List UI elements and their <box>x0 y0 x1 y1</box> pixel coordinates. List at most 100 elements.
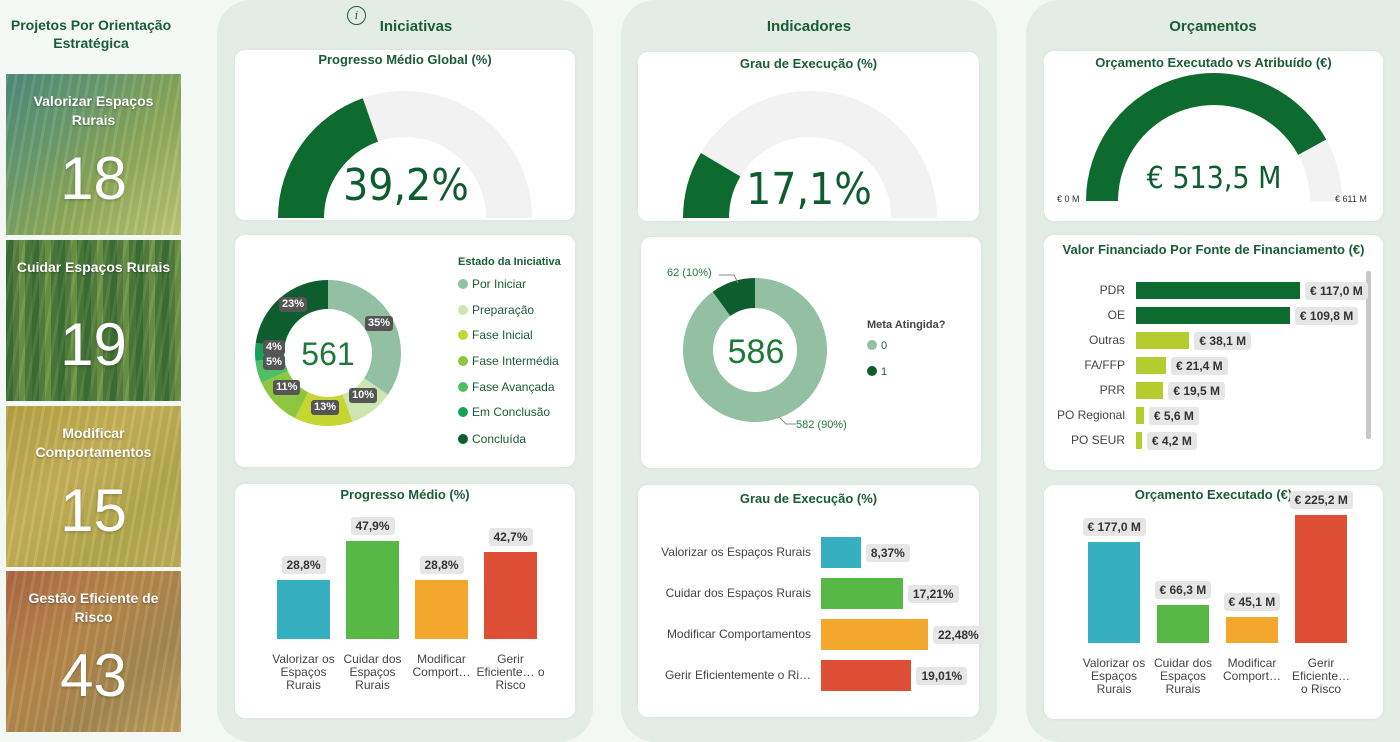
bar-category-label: PRR <box>1099 382 1125 397</box>
tile-name: Gestão Eficiente de Risco <box>28 590 159 625</box>
bar-category-label: Outras <box>1088 332 1125 347</box>
donut-segment[interactable] <box>712 278 755 317</box>
legend-item[interactable]: Preparação <box>458 303 534 317</box>
legend-title: Meta Atingida? <box>867 319 946 331</box>
panel-iniciativas: i Iniciativas Progresso Médio Global (%)… <box>217 0 593 742</box>
tile-valorizar[interactable]: Valorizar Espaços Rurais 18 <box>6 74 181 235</box>
card-title: Progresso Médio Global (%) <box>318 52 492 67</box>
legend-item[interactable]: Fase Avançada <box>458 380 555 394</box>
panel-title: Iniciativas <box>379 18 453 35</box>
donut-label: 62 (10%) <box>667 267 712 279</box>
card-title: Valor Financiado Por Fonte de Financiame… <box>1062 242 1365 257</box>
card-progresso-global: Progresso Médio Global (%) 39,2% <box>235 50 575 220</box>
card-estado-iniciativa: 561 35% 10% 13% 11% 5% 4% 23% Estado da … <box>235 235 575 467</box>
gauge-orcamento <box>1086 73 1342 202</box>
bar[interactable] <box>1136 357 1166 374</box>
bar[interactable] <box>821 578 903 609</box>
bar[interactable] <box>346 541 399 639</box>
legend-label: Fase Inicial <box>472 328 533 342</box>
bar[interactable] <box>1136 382 1164 399</box>
panel-title: Indicadores <box>766 18 852 35</box>
tile-name: Cuidar Espaços Rurais <box>16 259 171 275</box>
card-title: Grau de Execução (%) <box>739 491 878 506</box>
tile-modificar[interactable]: Modificar Comportamentos 15 <box>6 406 181 567</box>
bar-value-label: € 5,6 M <box>1148 406 1199 425</box>
bar[interactable] <box>1136 407 1144 424</box>
legend-item[interactable]: Concluída <box>458 432 526 446</box>
legend-item[interactable]: 0 <box>867 340 887 352</box>
bar[interactable] <box>1136 307 1290 324</box>
bar-value-label: € 117,0 M <box>1305 281 1368 300</box>
tile-name: Modificar Comportamentos <box>35 425 152 460</box>
legend-dot-icon <box>458 434 468 444</box>
bar-value-label: 47,9% <box>350 517 395 535</box>
legend-item[interactable]: 1 <box>867 366 887 378</box>
legend-item[interactable]: Fase Inicial <box>458 328 533 342</box>
card-grau-execucao-bars: Grau de Execução (%) Valorizar os Espaço… <box>638 485 984 717</box>
card-meta-atingida: 586 62 (10%) 582 (90%) Meta Atingida? 0 … <box>641 237 981 468</box>
panel-indicadores: Indicadores Grau de Execução (%) 17,1% 5… <box>621 0 997 742</box>
donut-pct-label: 5% <box>263 355 285 370</box>
donut-segment[interactable] <box>328 280 401 395</box>
gauge-fill <box>683 153 741 219</box>
bar[interactable] <box>484 551 537 639</box>
bar[interactable] <box>1136 282 1300 299</box>
bar-category-label: Gerir Eficiente… o Risco <box>476 652 545 692</box>
gauge-fill <box>278 98 379 219</box>
bar-value-label: 42,7% <box>488 527 533 546</box>
bar-value-label: 8,37% <box>865 543 910 562</box>
bar-category-label: Valorizar os Espaços Rurais <box>661 544 811 559</box>
bar[interactable] <box>1295 515 1347 643</box>
bar-value-label: € 45,1 M <box>1223 593 1281 612</box>
panel-orcamentos: Orçamentos Orçamento Executado vs Atribu… <box>1026 0 1400 742</box>
card-funding: Valor Financiado Por Fonte de Financiame… <box>1044 235 1383 470</box>
gauge-value: € 513,5 M <box>1146 161 1282 196</box>
bar-value-label: € 4,2 M <box>1146 431 1197 450</box>
card-title: Orçamento Executado (€) <box>1134 487 1293 502</box>
legend-item[interactable]: Fase Intermédia <box>458 354 559 368</box>
legend-label: Fase Avançada <box>472 380 555 394</box>
bar-category-label: Valorizar os Espaços Rurais <box>1082 656 1146 696</box>
legend-item[interactable]: Em Conclusão <box>458 405 550 419</box>
tile-cuidar[interactable]: Cuidar Espaços Rurais 19 <box>6 240 181 401</box>
bar-value-label: 28,8% <box>281 556 326 575</box>
info-icon[interactable]: i <box>347 6 366 25</box>
bar-value-label: € 109,8 M <box>1294 306 1359 325</box>
card-orcamento-executado: Orçamento Executado (€) € 177,0 M Valoriz… <box>1044 485 1383 719</box>
bar-category-label: Gerir Eficientemente o Ri… <box>664 667 811 682</box>
legend-label: Fase Intermédia <box>472 354 559 368</box>
scrollbar[interactable] <box>1366 271 1371 439</box>
donut-segment[interactable] <box>255 280 328 347</box>
gauge-progresso-global <box>278 91 532 219</box>
bar-category-label: Modificar Comport… <box>412 652 471 679</box>
left-title: Projetos Por Orientação Estratégica <box>10 17 172 51</box>
card-title: Grau de Execução (%) <box>739 56 878 71</box>
donut-pct-label: 11% <box>273 380 301 395</box>
legend-dot-icon <box>867 340 877 350</box>
donut-pct-label: 10% <box>349 388 378 403</box>
bar[interactable] <box>821 619 928 650</box>
legend-item[interactable]: Por Iniciar <box>458 277 526 291</box>
bar-category-label: PO Regional <box>1056 407 1125 422</box>
bar[interactable] <box>1226 617 1278 643</box>
donut-pct-label: 35% <box>365 316 394 331</box>
legend-label: 1 <box>881 366 888 378</box>
bar[interactable] <box>821 660 912 691</box>
bar[interactable] <box>1088 542 1140 643</box>
card-grau-execucao-gauge: Grau de Execução (%) 17,1% <box>638 52 979 221</box>
tile-name: Valorizar Espaços Rurais <box>33 93 154 128</box>
legend-dot-icon <box>458 356 468 366</box>
donut-pct-label: 23% <box>279 297 308 312</box>
gauge-value: 17,1% <box>746 164 872 215</box>
bar-category-label: Modificar Comportamentos <box>666 626 811 641</box>
card-orcamento-gauge: Orçamento Executado vs Atribuído (€) € 5… <box>1044 51 1383 221</box>
bar[interactable] <box>821 537 861 568</box>
bar[interactable] <box>1136 332 1190 349</box>
bar-value-label: € 19,5 M <box>1168 381 1226 400</box>
bar[interactable] <box>1157 605 1209 643</box>
tile-gestao[interactable]: Gestão Eficiente de Risco 43 <box>6 571 181 732</box>
bar[interactable] <box>1136 432 1142 449</box>
donut-segment[interactable] <box>683 278 827 422</box>
bar[interactable] <box>415 580 468 639</box>
bar[interactable] <box>277 580 330 639</box>
